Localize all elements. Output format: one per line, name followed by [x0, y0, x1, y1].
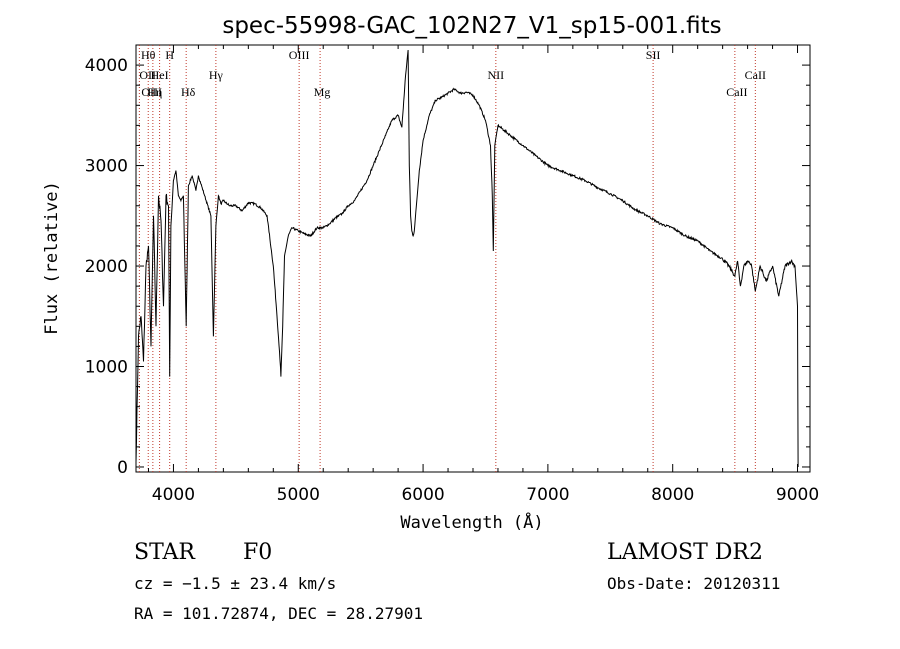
- line-label: SII: [646, 48, 661, 62]
- plot-frame: [135, 44, 811, 473]
- line-label: H: [165, 48, 174, 62]
- line-label: CaII: [726, 85, 747, 99]
- coordinates: RA = 101.72874, DEC = 28.27901: [134, 604, 423, 623]
- y-tick-label: 3000: [85, 157, 128, 177]
- observation-date: Obs-Date: 20120311: [607, 574, 781, 593]
- line-label: OIII: [141, 85, 162, 99]
- chart-title: spec-55998-GAC_102N27_V1_sp15-001.fits: [222, 13, 721, 39]
- line-label: CaII: [745, 68, 766, 82]
- line-label: Mg: [314, 85, 331, 99]
- line-label: OII: [139, 68, 156, 82]
- y-axis-ticks: 0 1000 2000 3000 4000: [85, 56, 810, 478]
- line-label: Hθ: [141, 48, 156, 62]
- line-label: OIII: [289, 48, 310, 62]
- survey-name: LAMOST DR2: [607, 540, 763, 565]
- redshift-cz: cz = −1.5 ± 23.4 km/s: [134, 574, 337, 593]
- x-tick-label: 7000: [526, 485, 569, 505]
- spectral-subclass: F0: [243, 540, 273, 565]
- line-label: Hγ: [209, 68, 224, 82]
- x-axis-ticks: 4000 5000 6000 7000 8000 9000: [147, 45, 819, 505]
- y-tick-label: 1000: [85, 358, 128, 378]
- x-tick-label: 6000: [401, 485, 444, 505]
- object-class: STAR: [134, 540, 195, 565]
- x-tick-label: 8000: [651, 485, 694, 505]
- y-tick-label: 2000: [85, 257, 128, 277]
- x-tick-label: 5000: [277, 485, 320, 505]
- x-tick-label: 4000: [152, 485, 195, 505]
- line-label: NII: [488, 68, 505, 82]
- line-label: Hη: [147, 85, 162, 99]
- y-tick-label: 0: [117, 458, 128, 478]
- y-axis-label: Flux (relative): [42, 181, 62, 335]
- line-label: HeI: [151, 68, 169, 82]
- x-tick-label: 9000: [776, 485, 819, 505]
- spectrum-series: [135, 49, 799, 468]
- x-axis-label: Wavelength (Å): [400, 511, 543, 533]
- line-label: Hδ: [181, 85, 196, 99]
- y-tick-label: 4000: [85, 56, 128, 76]
